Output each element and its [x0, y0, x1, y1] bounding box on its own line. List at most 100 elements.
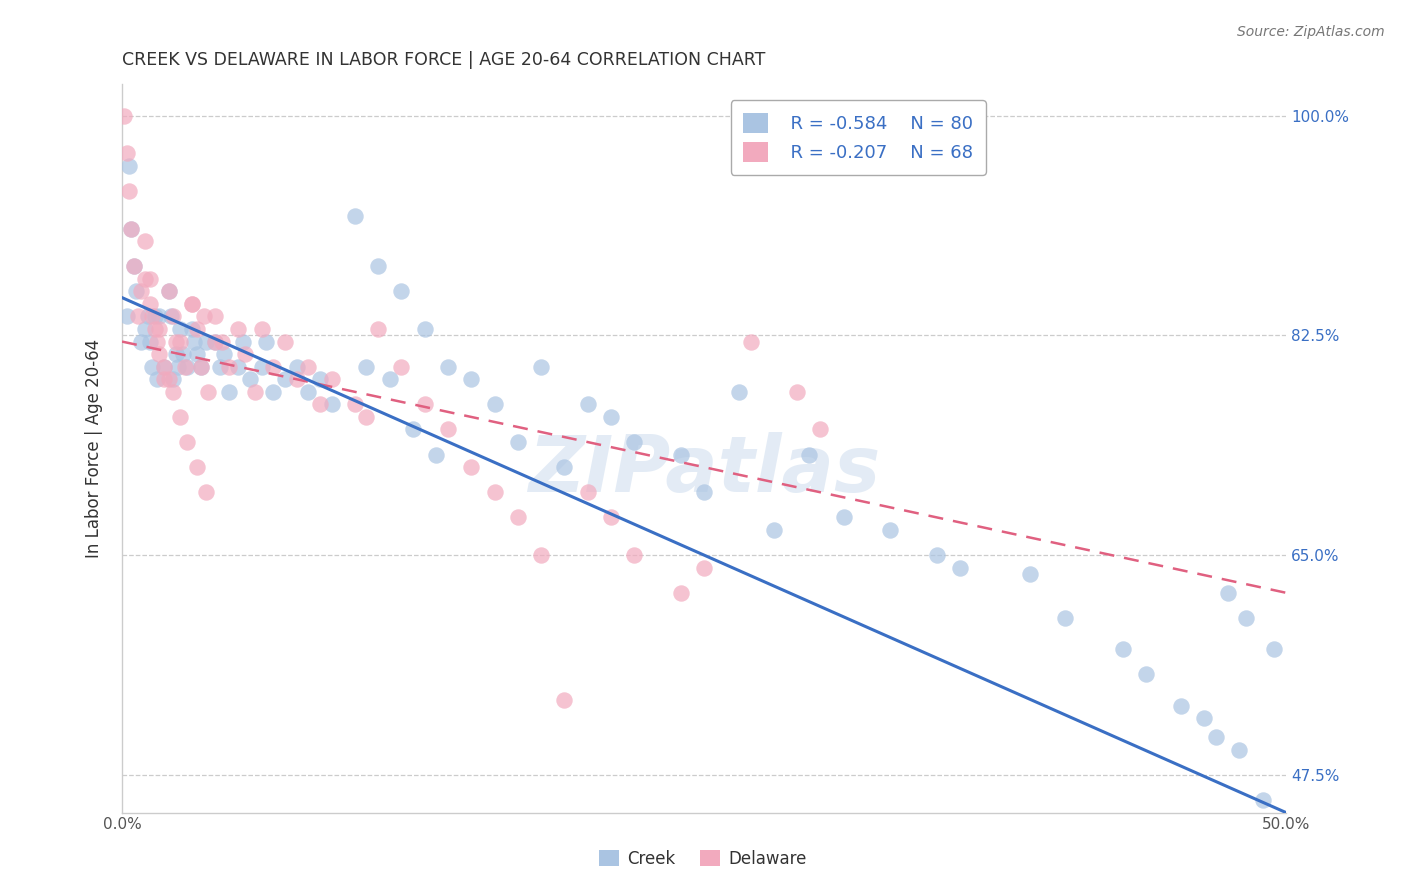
Point	[321, 372, 343, 386]
Point	[165, 347, 187, 361]
Point	[118, 159, 141, 173]
Point	[553, 692, 575, 706]
Point	[740, 334, 762, 349]
Point	[239, 372, 262, 386]
Point	[343, 209, 366, 223]
Point	[297, 384, 319, 399]
Point	[285, 359, 308, 374]
Y-axis label: In Labor Force | Age 20-64: In Labor Force | Age 20-64	[86, 339, 103, 558]
Point	[250, 359, 273, 374]
Point	[460, 372, 482, 386]
Point	[1053, 611, 1076, 625]
Point	[367, 259, 389, 273]
Point	[413, 397, 436, 411]
Point	[218, 359, 240, 374]
Point	[194, 334, 217, 349]
Point	[1216, 586, 1239, 600]
Point	[309, 397, 332, 411]
Point	[413, 322, 436, 336]
Point	[378, 372, 401, 386]
Point	[553, 460, 575, 475]
Point	[425, 448, 447, 462]
Point	[115, 310, 138, 324]
Point	[141, 359, 163, 374]
Point	[228, 322, 250, 336]
Point	[1170, 698, 1192, 713]
Point	[218, 384, 240, 399]
Point	[125, 285, 148, 299]
Point	[176, 359, 198, 374]
Point	[162, 384, 184, 399]
Point	[112, 109, 135, 123]
Point	[1205, 730, 1227, 744]
Point	[243, 384, 266, 399]
Point	[134, 322, 156, 336]
Point	[389, 359, 412, 374]
Point	[693, 485, 716, 500]
Point	[153, 372, 176, 386]
Point	[232, 334, 254, 349]
Point	[285, 372, 308, 386]
Point	[183, 334, 205, 349]
Point	[143, 310, 166, 324]
Point	[576, 397, 599, 411]
Point	[118, 184, 141, 198]
Point	[204, 334, 226, 349]
Point	[250, 322, 273, 336]
Point	[120, 221, 142, 235]
Text: CREEK VS DELAWARE IN LABOR FORCE | AGE 20-64 CORRELATION CHART: CREEK VS DELAWARE IN LABOR FORCE | AGE 2…	[122, 51, 765, 69]
Point	[530, 548, 553, 562]
Legend:   R = -0.584    N = 80,   R = -0.207    N = 68: R = -0.584 N = 80, R = -0.207 N = 68	[731, 101, 986, 175]
Point	[190, 359, 212, 374]
Point	[186, 460, 208, 475]
Point	[134, 234, 156, 248]
Point	[530, 359, 553, 374]
Point	[122, 259, 145, 273]
Point	[143, 322, 166, 336]
Point	[925, 548, 948, 562]
Point	[134, 272, 156, 286]
Point	[437, 359, 460, 374]
Point	[176, 435, 198, 450]
Point	[274, 334, 297, 349]
Text: ZIPatlas: ZIPatlas	[527, 433, 880, 508]
Point	[274, 372, 297, 386]
Point	[167, 359, 190, 374]
Point	[115, 146, 138, 161]
Point	[235, 347, 257, 361]
Point	[139, 334, 162, 349]
Point	[1229, 743, 1251, 757]
Point	[262, 384, 284, 399]
Point	[254, 334, 277, 349]
Point	[669, 448, 692, 462]
Point	[623, 548, 645, 562]
Point	[669, 586, 692, 600]
Point	[343, 397, 366, 411]
Point	[169, 322, 191, 336]
Point	[762, 523, 785, 537]
Point	[1135, 667, 1157, 681]
Point	[599, 510, 621, 524]
Point	[186, 347, 208, 361]
Point	[437, 422, 460, 436]
Point	[186, 322, 208, 336]
Point	[129, 334, 152, 349]
Point	[148, 310, 170, 324]
Point	[623, 435, 645, 450]
Point	[832, 510, 855, 524]
Point	[262, 359, 284, 374]
Point	[162, 372, 184, 386]
Text: Source: ZipAtlas.com: Source: ZipAtlas.com	[1237, 25, 1385, 39]
Point	[153, 359, 176, 374]
Point	[786, 384, 808, 399]
Point	[506, 435, 529, 450]
Point	[402, 422, 425, 436]
Point	[190, 359, 212, 374]
Point	[139, 272, 162, 286]
Point	[120, 221, 142, 235]
Point	[1019, 566, 1042, 581]
Point	[204, 334, 226, 349]
Point	[214, 347, 236, 361]
Point	[180, 297, 202, 311]
Point	[162, 310, 184, 324]
